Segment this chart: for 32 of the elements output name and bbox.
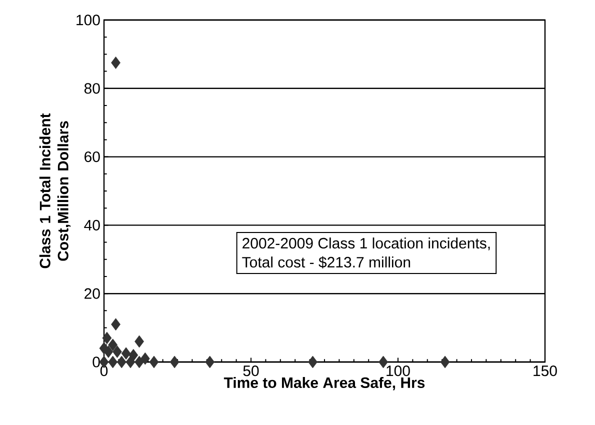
point	[134, 356, 144, 368]
y-tick-label: 0	[92, 356, 100, 368]
point	[116, 356, 126, 368]
point	[111, 318, 120, 331]
point	[308, 356, 318, 368]
point	[149, 356, 159, 368]
point	[128, 348, 138, 362]
x-tick-label: 100	[386, 366, 410, 376]
x-axis-title: Time to Make Area Safe, Hrs	[224, 377, 425, 390]
point	[134, 335, 144, 348]
point	[440, 356, 450, 368]
y-tick-label: 60	[84, 151, 100, 162]
point	[111, 56, 120, 69]
point	[378, 356, 388, 368]
x-tick-label: 50	[243, 366, 259, 376]
y-tick-label: 20	[84, 288, 100, 299]
y-axis-title: Class 1 Total Incident Cost,Million Dollars	[39, 113, 71, 268]
point	[102, 332, 112, 344]
annotation: 2002-2009 Class 1 location incidents,	[242, 238, 490, 250]
point	[170, 356, 180, 368]
point	[140, 352, 150, 365]
point	[205, 356, 215, 368]
y-tick-label: 100	[76, 14, 100, 26]
point	[99, 342, 109, 355]
point	[121, 347, 131, 360]
annotation: Total cost - $213.7 million	[242, 256, 410, 268]
point	[112, 346, 122, 358]
y-tick-label: 40	[84, 220, 100, 230]
point	[108, 338, 118, 352]
x-tick-label: 150	[534, 366, 557, 376]
y-tick-label: 80	[84, 83, 100, 94]
point	[108, 356, 118, 368]
